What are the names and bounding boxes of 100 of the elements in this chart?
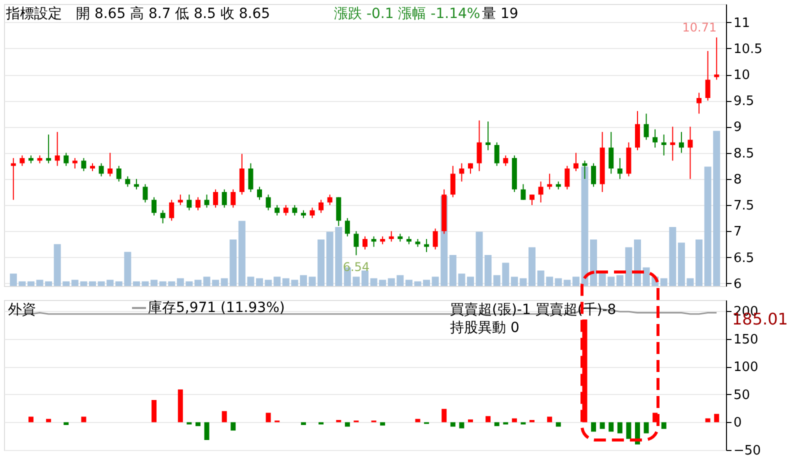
- candlestick: [520, 184, 526, 200]
- candlestick: [678, 131, 684, 154]
- y-tick-label: 6.5: [734, 250, 754, 266]
- candlestick: [248, 162, 254, 192]
- y-tick-label: 7: [734, 224, 742, 240]
- bar: [27, 281, 34, 286]
- bar: [266, 412, 271, 422]
- candlestick: [547, 173, 552, 190]
- candlestick: [608, 131, 614, 174]
- annotation: 量 19: [482, 6, 518, 22]
- y-tick-label: 10: [734, 68, 750, 83]
- bar: [714, 414, 720, 422]
- candlestick: [573, 152, 578, 172]
- candlestick: [318, 199, 324, 214]
- bar: [600, 422, 605, 429]
- bar: [617, 422, 622, 434]
- legend-label: 庫存5,971 (11.93%): [148, 300, 285, 316]
- bar: [626, 422, 632, 439]
- candlestick: [327, 194, 332, 206]
- bar: [195, 422, 200, 426]
- bar: [178, 389, 183, 422]
- bar: [344, 422, 350, 427]
- bar: [661, 422, 666, 429]
- bar: [466, 276, 474, 286]
- candlestick: [459, 162, 464, 182]
- candlestick: [503, 154, 508, 166]
- bar: [459, 422, 464, 428]
- candlestick: [486, 121, 491, 151]
- y-tick-label: −50: [734, 444, 761, 458]
- bar: [556, 422, 561, 427]
- candlestick: [213, 188, 218, 208]
- bar: [486, 416, 491, 422]
- y-tick-label: 9.5: [734, 94, 754, 110]
- candlestick: [564, 165, 570, 190]
- candlestick: [582, 160, 588, 180]
- bar: [442, 408, 447, 422]
- y-tick-label: 8.5: [734, 146, 754, 162]
- bar: [528, 247, 536, 286]
- candlestick: [46, 134, 52, 164]
- candlestick: [152, 196, 157, 216]
- bar: [494, 422, 500, 426]
- candlestick: [644, 113, 649, 140]
- candlestick: [72, 158, 78, 169]
- bar: [81, 416, 86, 422]
- bar: [608, 422, 614, 432]
- candlestick: [54, 131, 60, 166]
- candlestick: [98, 162, 104, 177]
- bar: [300, 275, 307, 286]
- y-tick-label: 10.5: [734, 42, 762, 57]
- candlestick: [186, 194, 192, 211]
- candlestick: [424, 238, 430, 253]
- candlestick: [169, 199, 174, 222]
- y-tick-label: 50: [734, 388, 750, 403]
- y-tick-label: 11: [734, 16, 750, 31]
- candlestick: [530, 194, 535, 206]
- candlestick: [652, 128, 658, 148]
- candlestick: [634, 110, 640, 151]
- candlestick: [142, 184, 148, 203]
- bar: [46, 418, 52, 422]
- candlestick: [283, 204, 288, 216]
- candlestick: [310, 207, 315, 219]
- bar: [380, 422, 386, 426]
- annotation: 漲跌 -0.1 漲幅 -1.14%: [334, 6, 480, 22]
- y-tick-label: 100: [734, 360, 758, 376]
- bar: [300, 422, 306, 425]
- bar: [194, 280, 202, 286]
- candlestick: [116, 165, 122, 182]
- bar: [256, 278, 264, 286]
- candlestick: [20, 154, 25, 166]
- bar: [450, 422, 456, 427]
- candlestick: [134, 178, 139, 190]
- candlestick: [336, 196, 342, 226]
- annotation: 10.71: [682, 20, 717, 34]
- candlestick: [661, 134, 666, 156]
- candlestick: [125, 176, 130, 188]
- candlestick: [10, 158, 16, 200]
- bar: [547, 416, 552, 422]
- candlestick: [81, 158, 86, 172]
- bar: [28, 416, 34, 422]
- annotation: 外資: [8, 302, 36, 318]
- candlestick: [195, 196, 200, 211]
- y-tick-label: 0: [734, 416, 742, 431]
- y-tick-label: 9: [734, 120, 742, 136]
- bar: [204, 422, 210, 440]
- candlestick: [591, 162, 596, 188]
- y-tick-label: 6: [734, 276, 742, 292]
- candlestick: [204, 194, 210, 208]
- candlestick: [160, 210, 166, 224]
- annotation: 6.54: [342, 260, 370, 274]
- bar: [64, 422, 69, 425]
- candlestick: [388, 230, 394, 242]
- bar: [512, 418, 517, 422]
- bar: [634, 239, 641, 286]
- candlestick: [705, 50, 710, 102]
- candlestick: [222, 188, 227, 208]
- bar: [696, 239, 703, 286]
- candlestick: [538, 181, 544, 203]
- y-tick-label: 8: [734, 172, 742, 188]
- bar: [150, 280, 158, 286]
- y-tick-label: 7.5: [734, 198, 754, 214]
